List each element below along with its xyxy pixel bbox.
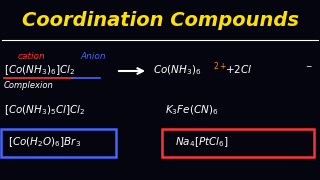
Text: $K_3Fe(CN)_6$: $K_3Fe(CN)_6$ [165, 103, 219, 117]
Text: $2+$: $2+$ [213, 60, 227, 71]
Text: $+ 2Cl$: $+ 2Cl$ [225, 63, 252, 75]
Text: cation: cation [18, 52, 46, 61]
Text: Coordination Compounds: Coordination Compounds [21, 10, 299, 30]
Text: $Co(NH_3)_6$: $Co(NH_3)_6$ [153, 63, 201, 77]
Text: $[Co(H_2O)_6]Br_3$: $[Co(H_2O)_6]Br_3$ [8, 135, 81, 149]
Text: $Na_4[PtCl_6]$: $Na_4[PtCl_6]$ [175, 135, 229, 149]
Text: Complexion: Complexion [4, 81, 54, 90]
Text: $[Co(NH_3)_5Cl]Cl_2$: $[Co(NH_3)_5Cl]Cl_2$ [4, 103, 85, 117]
Text: Anion: Anion [80, 52, 106, 61]
Text: $-$: $-$ [305, 60, 313, 69]
Text: $[Co(NH_3)_6]Cl_2$: $[Co(NH_3)_6]Cl_2$ [4, 63, 75, 77]
